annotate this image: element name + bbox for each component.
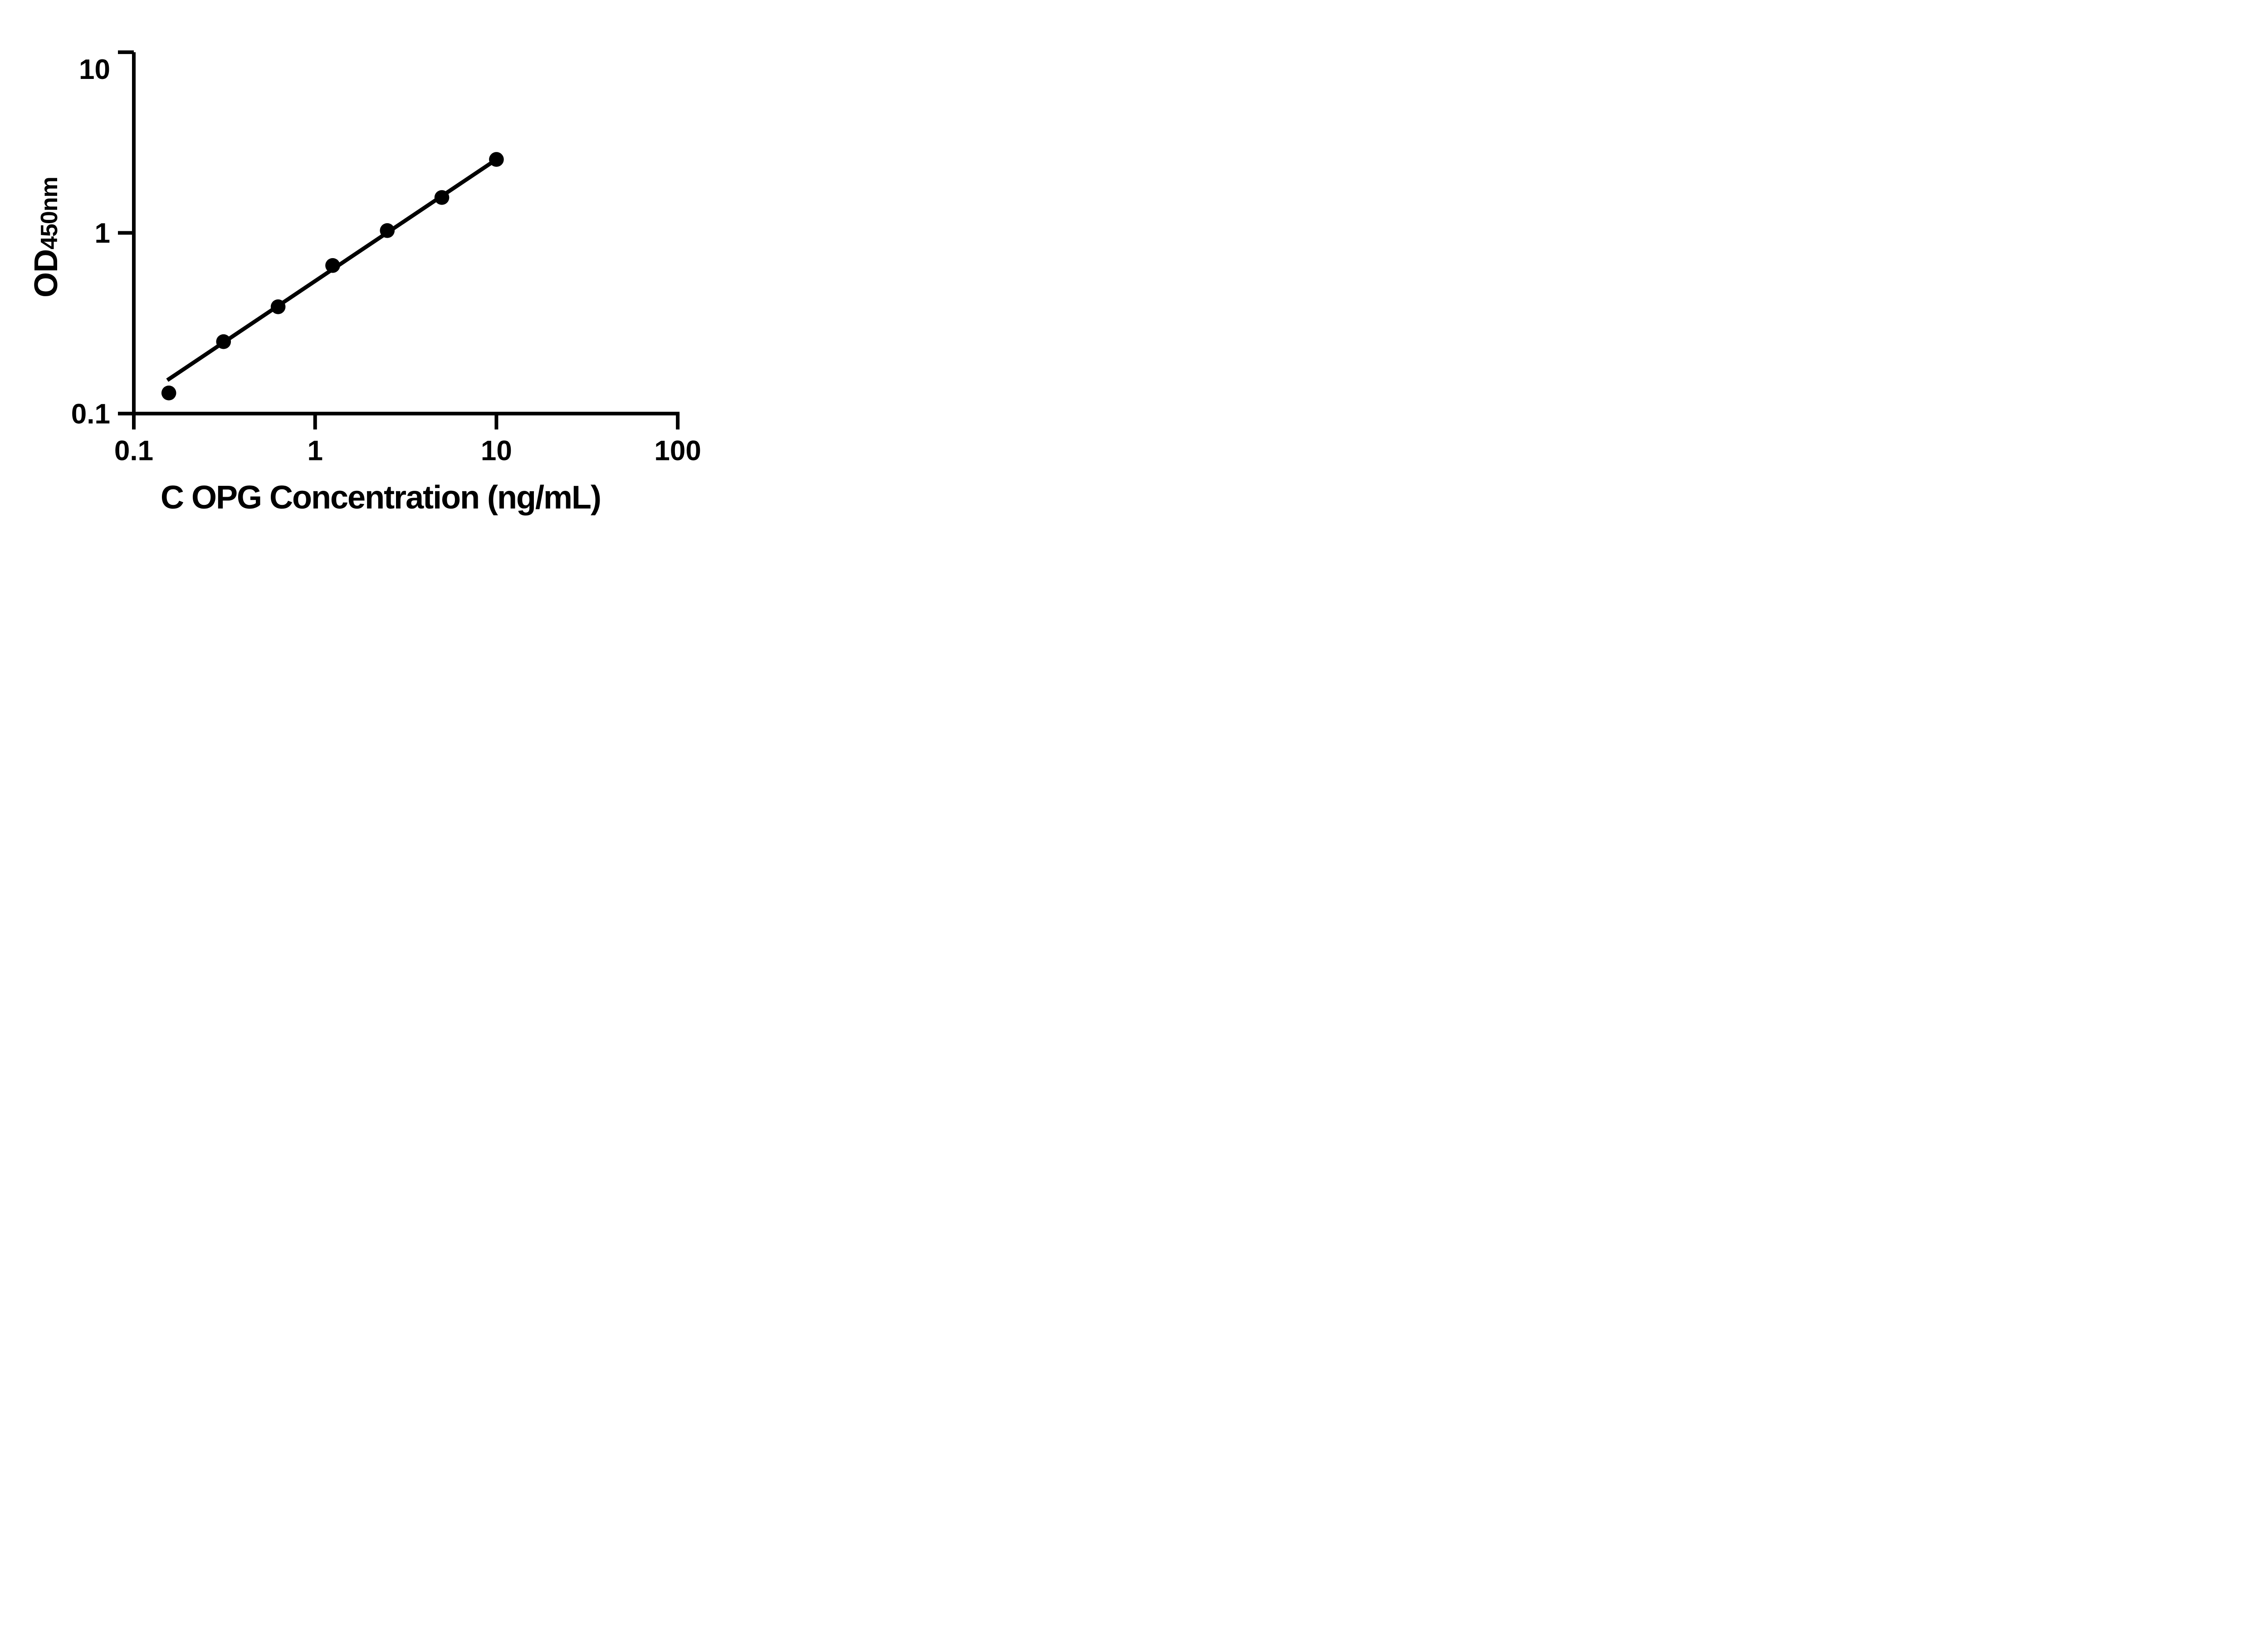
y-tick-label: 10 — [79, 54, 110, 85]
y-axis-title: OD450nm — [28, 177, 65, 298]
y-axis-title-main: OD — [28, 249, 64, 298]
axes-lines — [132, 52, 680, 416]
x-tick-label: 1 — [307, 435, 323, 467]
data-point — [325, 258, 340, 273]
y-tick-label: 1 — [95, 218, 110, 249]
x-tick-label: 10 — [481, 435, 512, 467]
data-point — [489, 152, 504, 167]
x-tick-label: 100 — [654, 435, 701, 467]
data-point — [270, 299, 286, 314]
x-tick-label: 0.1 — [114, 435, 153, 467]
y-tick-label: 0.1 — [71, 398, 110, 430]
data-point — [161, 386, 176, 401]
plot-area: 0.1 1 10 100 0.1 1 10 — [71, 50, 701, 467]
data-point — [380, 223, 395, 238]
y-axis-title-sub: 450nm — [36, 177, 63, 249]
data-point — [216, 334, 231, 349]
x-axis-title: C OPG Concentration (ng/mL) — [161, 479, 601, 516]
data-point — [434, 190, 450, 205]
standard-curve-chart: 0.1 1 10 100 0.1 1 10 OD450nm C OPG Concentrat… — [0, 0, 761, 544]
